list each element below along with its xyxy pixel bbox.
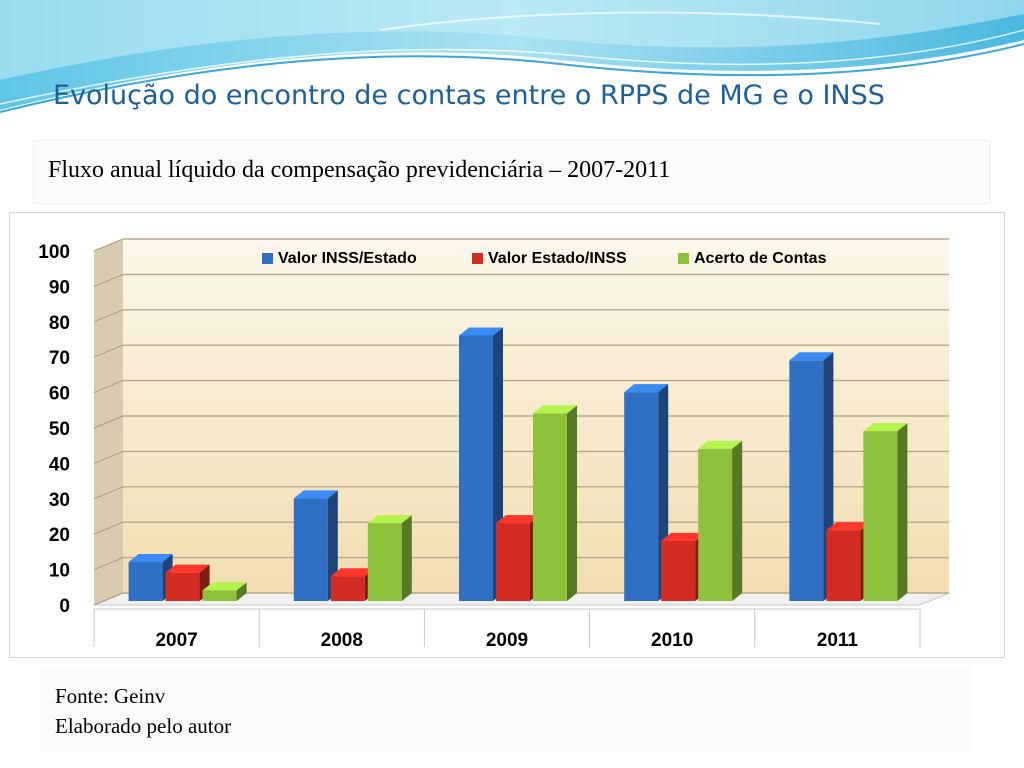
bar-front (367, 523, 402, 601)
bar-front (128, 562, 163, 601)
gridline-side (93, 557, 124, 571)
bar (698, 440, 743, 601)
bar-top (698, 440, 743, 449)
header-wave-decoration (0, 0, 1024, 113)
bar-front (459, 335, 493, 601)
bar-top (165, 564, 210, 573)
bar-side (567, 405, 577, 601)
y-tick-label: 70 (49, 348, 70, 369)
bar-front (624, 392, 659, 601)
bar-top (128, 554, 173, 563)
bar-side (897, 423, 908, 601)
y-tick-label: 0 (59, 596, 70, 617)
y-tick-label: 20 (49, 525, 70, 546)
bar-front (863, 431, 898, 601)
gridline-side (93, 486, 124, 500)
gridline-side (93, 415, 124, 429)
bar (367, 515, 412, 601)
bar (202, 582, 247, 601)
y-tick-label: 80 (49, 313, 70, 334)
y-tick-label: 50 (49, 419, 70, 440)
source-note: Fonte: Geinv (55, 684, 166, 708)
bar-top (496, 515, 540, 524)
bar-top (624, 384, 669, 393)
bar (533, 405, 577, 601)
bar-chart: 0 10 20 30 40 50 60 70 80 90 100 2007 2008 2009 2010 20… (9, 212, 1005, 658)
bar (789, 352, 834, 601)
y-tick-label: 100 (38, 242, 70, 263)
gridline-side (93, 592, 124, 606)
source-box: Fonte: Geinv Elaborado pelo autor (40, 670, 972, 752)
x-tick-label: 2009 (486, 630, 528, 651)
bar-front (661, 540, 696, 601)
bar-front (789, 360, 824, 601)
bar (496, 515, 540, 601)
bar-side (732, 440, 743, 601)
bar-front (826, 530, 861, 601)
x-tick-label: 2011 (817, 630, 859, 651)
bar-chart-svg: 0 10 20 30 40 50 60 70 80 90 100 2007 2008 2009 2010 20… (38, 238, 950, 651)
bar-front (496, 523, 530, 601)
bar-top (367, 515, 412, 524)
gridline-side (93, 521, 124, 535)
gridline-side (93, 238, 124, 252)
legend-swatch (262, 253, 273, 264)
bar-front (698, 448, 733, 601)
gridline-side (93, 344, 124, 358)
bar-front (165, 572, 200, 601)
bar-side (236, 582, 247, 601)
y-tick-label: 40 (49, 454, 70, 475)
subtitle-box: Fluxo anual líquido da compensação previ… (33, 140, 990, 204)
slide-title: Evolução do encontro de contas entre o R… (53, 80, 885, 111)
bar-front (202, 590, 237, 601)
legend-label: Valor Estado/INSS (488, 250, 627, 267)
bar-front (330, 576, 365, 601)
bar (863, 423, 908, 601)
x-tick-label: 2007 (155, 630, 197, 651)
bar-top (863, 423, 908, 432)
bar-top (533, 405, 577, 414)
bar-top (789, 352, 834, 361)
y-tick-label: 90 (49, 277, 70, 298)
y-tick-label: 60 (49, 384, 70, 405)
gridline-side (93, 309, 124, 323)
bar (293, 490, 338, 601)
chart-subtitle: Fluxo anual líquido da compensação previ… (48, 157, 671, 183)
gridline-side (93, 380, 124, 394)
legend-label: Valor INSS/Estado (278, 250, 417, 267)
y-tick-label: 10 (49, 561, 70, 582)
y-tick-label: 30 (49, 490, 70, 511)
bar-top (459, 327, 503, 336)
bar-top (202, 582, 247, 591)
bar-top (826, 522, 871, 531)
bar-top (330, 568, 375, 577)
legend-swatch (678, 253, 689, 264)
bar (624, 384, 669, 601)
bar-side (401, 515, 412, 601)
x-tick-label: 2010 (651, 630, 693, 651)
bar-front (533, 413, 567, 601)
bar-top (293, 490, 338, 499)
bar-top (661, 532, 706, 541)
gridline-side (93, 450, 124, 464)
legend-swatch (472, 253, 483, 264)
author-note: Elaborado pelo autor (55, 714, 232, 738)
gridline-side (93, 273, 124, 287)
bar-front (293, 498, 328, 601)
x-tick-label: 2008 (321, 630, 363, 651)
legend-label: Acerto de Contas (694, 250, 827, 267)
